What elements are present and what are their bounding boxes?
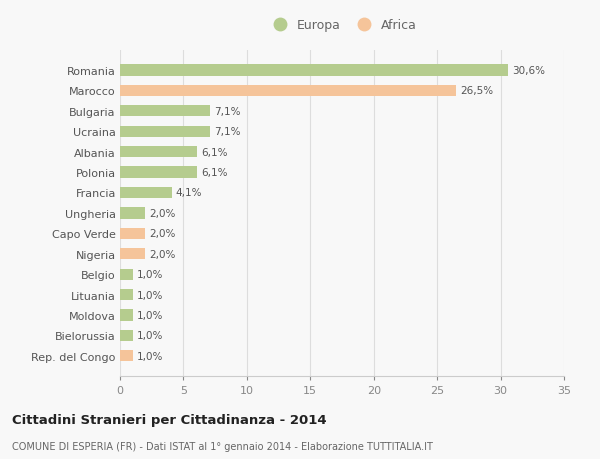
Bar [120, 208, 145, 219]
Bar [120, 167, 197, 178]
Text: 1,0%: 1,0% [136, 310, 163, 320]
Text: 1,0%: 1,0% [136, 351, 163, 361]
Text: 7,1%: 7,1% [214, 106, 241, 117]
Bar [120, 249, 145, 260]
Text: 4,1%: 4,1% [176, 188, 202, 198]
Bar [120, 289, 133, 301]
Bar [120, 147, 197, 158]
Bar [120, 350, 133, 362]
Legend: Europa, Africa: Europa, Africa [262, 14, 422, 37]
Text: 1,0%: 1,0% [136, 330, 163, 341]
Bar [120, 228, 145, 240]
Text: Cittadini Stranieri per Cittadinanza - 2014: Cittadini Stranieri per Cittadinanza - 2… [12, 413, 326, 426]
Bar [120, 330, 133, 341]
Bar [120, 126, 210, 138]
Text: 26,5%: 26,5% [460, 86, 493, 96]
Text: 1,0%: 1,0% [136, 269, 163, 280]
Text: 7,1%: 7,1% [214, 127, 241, 137]
Bar [120, 269, 133, 280]
Text: COMUNE DI ESPERIA (FR) - Dati ISTAT al 1° gennaio 2014 - Elaborazione TUTTITALIA: COMUNE DI ESPERIA (FR) - Dati ISTAT al 1… [12, 441, 433, 451]
Bar [120, 106, 210, 117]
Bar [120, 86, 456, 97]
Text: 6,1%: 6,1% [201, 168, 227, 178]
Text: 30,6%: 30,6% [512, 66, 545, 76]
Text: 6,1%: 6,1% [201, 147, 227, 157]
Bar [120, 310, 133, 321]
Bar [120, 187, 172, 199]
Text: 1,0%: 1,0% [136, 290, 163, 300]
Text: 2,0%: 2,0% [149, 208, 176, 218]
Text: 2,0%: 2,0% [149, 229, 176, 239]
Text: 2,0%: 2,0% [149, 249, 176, 259]
Bar [120, 65, 508, 77]
